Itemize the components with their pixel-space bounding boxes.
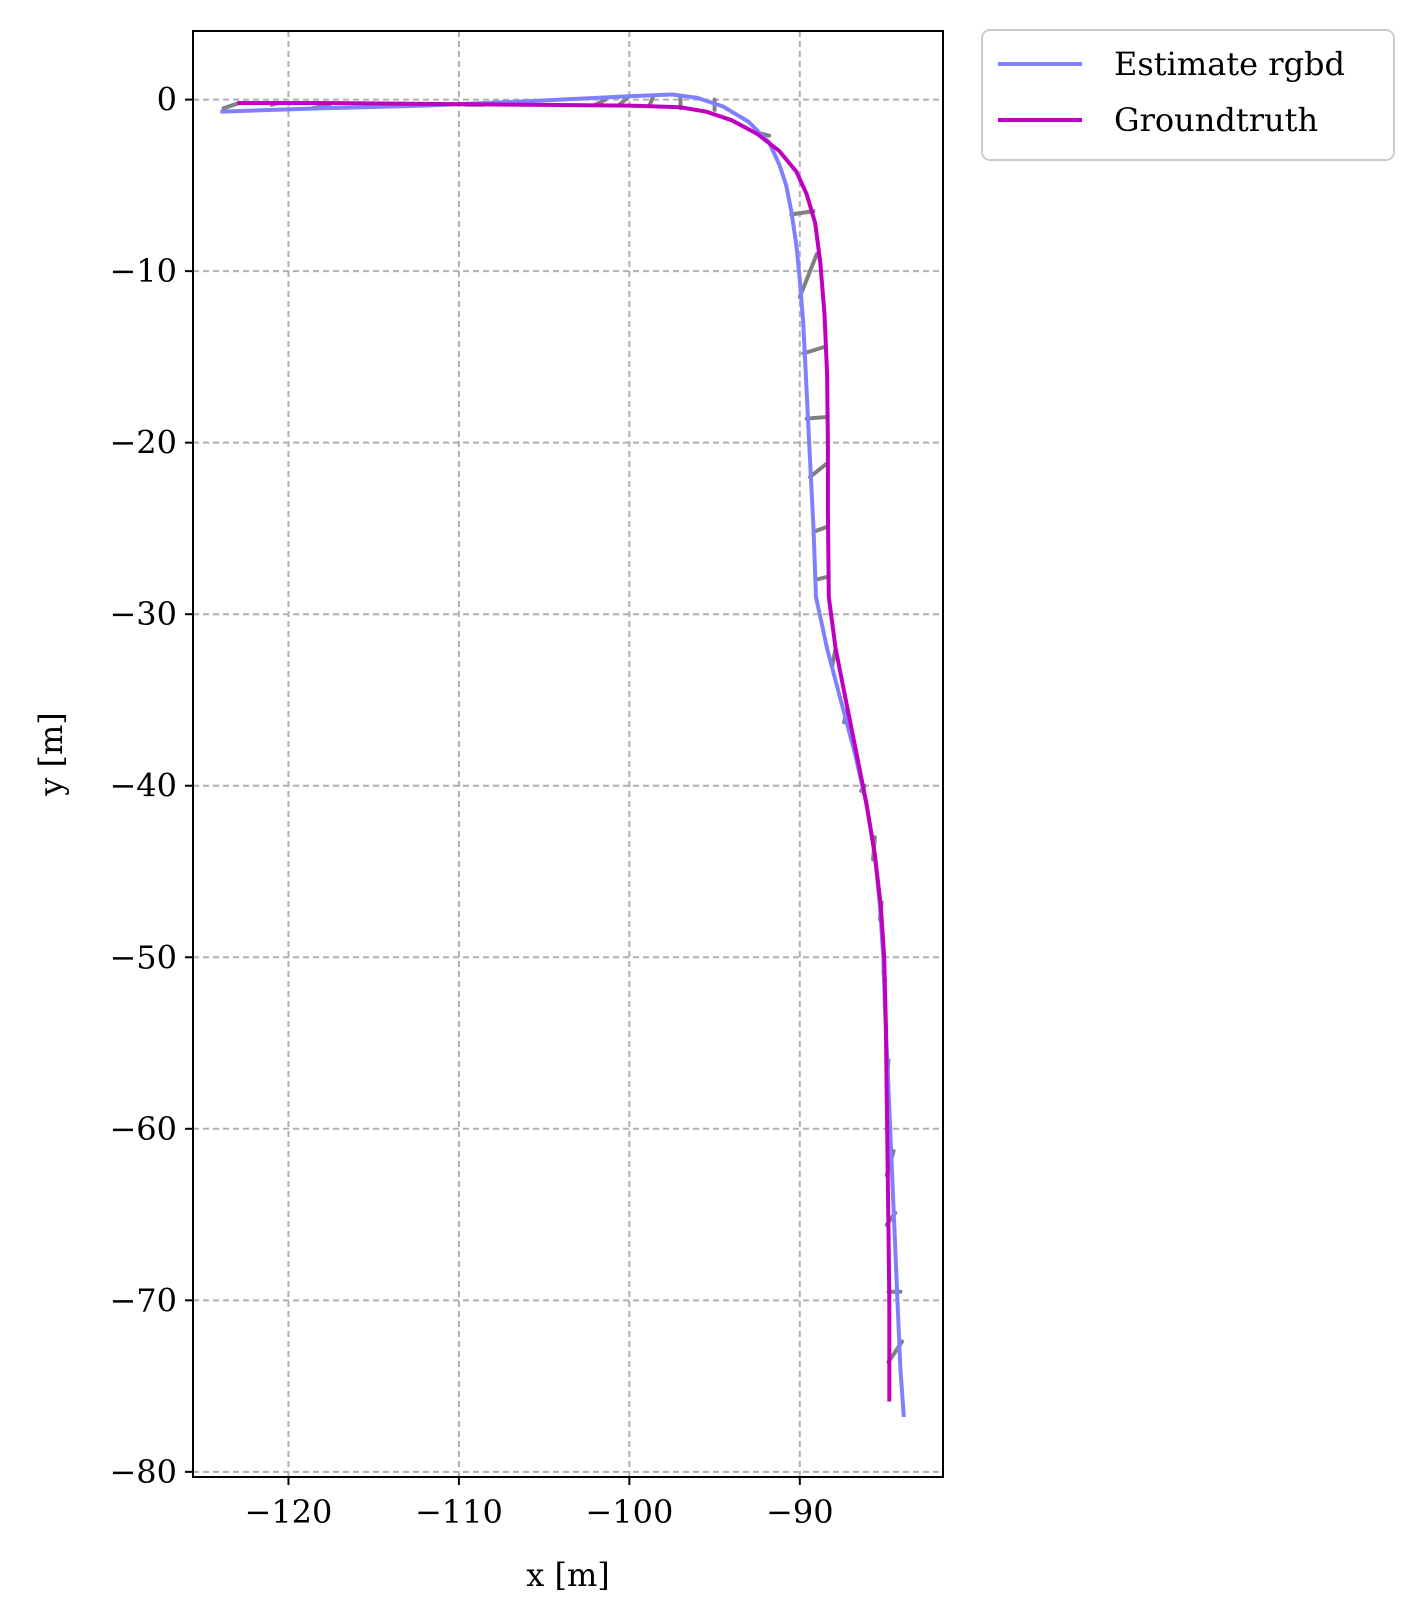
series-lines (220, 92, 906, 1418)
x-tick-label-minus-100: −100 (585, 1493, 673, 1531)
y-tick-label-minus-30: −30 (109, 595, 177, 633)
x-tick-label-minus-110: −110 (415, 1493, 503, 1531)
correspondence-line-18 (808, 461, 830, 479)
y-tick-label-minus-20: −20 (109, 424, 177, 462)
x-axis-label: x [m] (526, 1556, 610, 1594)
y-tick-label-0: 0 (157, 81, 177, 119)
correspondence-line-1 (221, 101, 242, 111)
y-tick-label-minus-40: −40 (109, 767, 177, 805)
y-tick-label-minus-60: −60 (109, 1110, 177, 1148)
correspondence-line-19 (811, 524, 830, 534)
legend-box (981, 29, 1395, 161)
y-axis-ticks: 0 −10 −20 −30 −40 −50 −60 −70 −80 (109, 81, 193, 1491)
x-tick-label-minus-120: −120 (245, 1493, 333, 1531)
y-tick-label-minus-10: −10 (109, 252, 177, 290)
legend: Estimate rgbd Groundtruth (981, 29, 1395, 161)
x-tick-label-minus-90: −90 (766, 1493, 834, 1531)
y-tick-label-minus-70: −70 (109, 1281, 177, 1319)
correspondence-line-20 (813, 574, 831, 582)
correspondence-line-15 (797, 251, 819, 299)
correspondence-line-10 (647, 94, 656, 107)
y-axis-label: y [m] (32, 712, 70, 797)
correspondence-line-17 (804, 414, 830, 421)
y-tick-label-minus-50: −50 (109, 938, 177, 976)
series-line-groundtruth (237, 101, 892, 1402)
plot-frame (192, 30, 944, 1478)
x-axis-ticks: −120 −110 −100 −90 (245, 1477, 834, 1531)
correspondence-line-16 (801, 344, 828, 356)
legend-label-groundtruth: Groundtruth (1114, 101, 1318, 139)
y-tick-label-minus-80: −80 (109, 1453, 177, 1491)
legend-label-estimate-rgbd: Estimate rgbd (1114, 45, 1345, 83)
